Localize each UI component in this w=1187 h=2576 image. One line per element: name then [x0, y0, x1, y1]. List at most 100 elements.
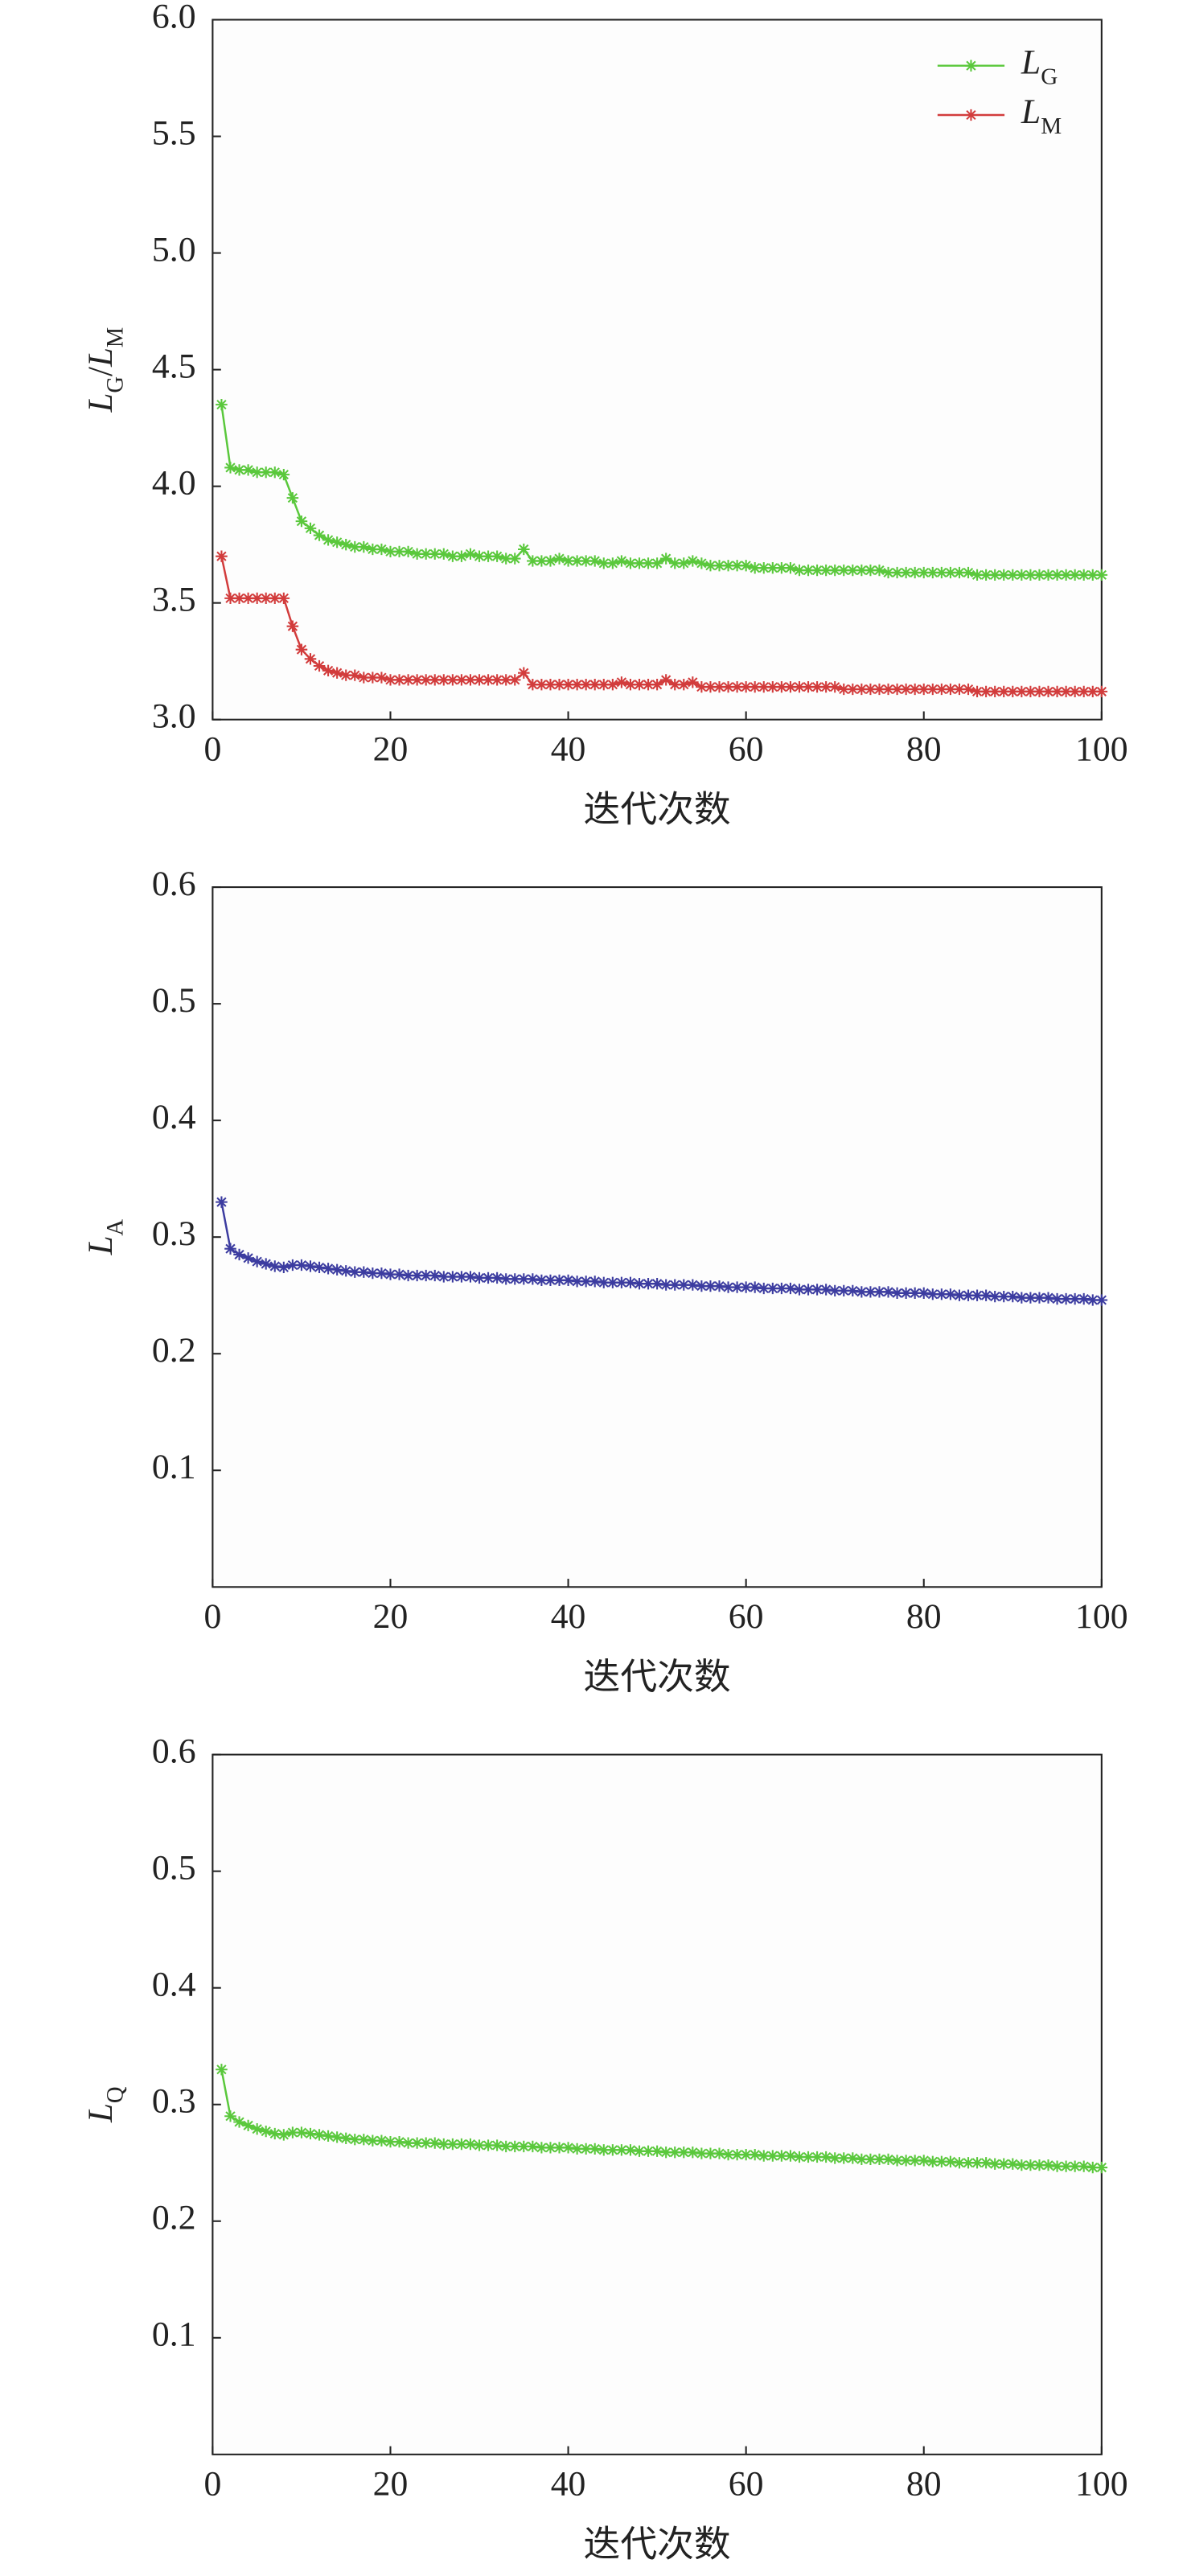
data-point — [1060, 1292, 1072, 1305]
data-point — [962, 2157, 975, 2169]
data-point — [740, 2148, 752, 2161]
data-point — [277, 592, 290, 605]
data-point — [891, 566, 903, 579]
x-tick-label: 40 — [551, 730, 586, 769]
data-point — [775, 2150, 788, 2162]
data-point — [518, 2140, 530, 2153]
data-point — [758, 680, 770, 693]
data-point — [935, 566, 948, 579]
data-point — [909, 683, 921, 696]
data-point — [802, 680, 815, 693]
data-point — [926, 683, 939, 696]
data-point — [1069, 2160, 1081, 2172]
data-point — [873, 564, 885, 577]
data-point — [437, 674, 450, 686]
data-point — [322, 1263, 335, 1275]
data-point — [527, 2140, 539, 2153]
data-point — [339, 2132, 352, 2144]
data-point — [944, 1288, 957, 1300]
data-point — [696, 2147, 708, 2159]
data-point — [651, 679, 663, 691]
data-point — [696, 1280, 708, 1292]
data-point — [473, 2139, 486, 2151]
data-point — [624, 1276, 637, 1288]
data-point — [411, 2137, 423, 2149]
data-point — [882, 1286, 894, 1298]
data-point — [784, 562, 797, 574]
data-point — [589, 1276, 602, 1288]
plot-area — [212, 18, 1103, 721]
data-point — [802, 2151, 815, 2163]
data-point — [393, 2135, 405, 2148]
data-point — [988, 2158, 1001, 2170]
data-point — [971, 1289, 984, 1301]
data-point — [571, 679, 583, 691]
data-point — [499, 553, 512, 565]
data-point — [571, 555, 583, 567]
data-point — [1033, 685, 1045, 698]
data-point — [828, 2152, 841, 2164]
data-point — [642, 557, 655, 569]
data-point — [1078, 2160, 1090, 2172]
y-tick-label: 0.5 — [152, 981, 196, 1020]
data-point — [606, 2144, 619, 2156]
data-point — [837, 564, 850, 577]
data-point — [580, 679, 592, 691]
data-point — [393, 674, 405, 686]
data-point — [411, 1269, 423, 1282]
data-point — [865, 2153, 877, 2166]
data-point — [659, 674, 672, 686]
data-point — [819, 2151, 832, 2163]
data-point — [651, 2145, 663, 2157]
data-point — [758, 562, 770, 574]
data-point — [651, 557, 663, 569]
data-point — [527, 555, 539, 567]
data-point — [464, 1271, 477, 1283]
data-point — [446, 1271, 459, 1283]
data-point — [367, 2134, 379, 2147]
data-point — [909, 1287, 921, 1299]
data-point — [997, 685, 1010, 698]
data-point — [687, 1279, 699, 1291]
x-tick-label: 100 — [1075, 2465, 1128, 2504]
data-point — [953, 566, 966, 579]
data-point — [758, 2150, 770, 2162]
data-point — [713, 680, 725, 693]
data-point — [784, 1282, 797, 1295]
data-point — [393, 545, 405, 558]
data-point — [216, 398, 228, 411]
y-tick-label: 4.0 — [152, 464, 196, 503]
data-point — [988, 1290, 1001, 1303]
data-point — [1060, 2160, 1072, 2172]
data-point — [615, 676, 628, 688]
data-point — [384, 545, 396, 558]
data-point — [491, 674, 503, 686]
data-point — [233, 1248, 245, 1261]
y-tick-label: 5.5 — [152, 114, 196, 153]
data-point — [668, 679, 681, 691]
data-point — [882, 683, 894, 696]
data-point — [882, 566, 894, 579]
data-point — [944, 566, 957, 579]
data-point — [731, 1281, 743, 1293]
data-point — [1086, 685, 1099, 698]
data-point — [784, 2150, 797, 2162]
y-tick-label: 0.4 — [152, 1966, 196, 2004]
data-point — [900, 566, 912, 579]
data-point — [615, 555, 628, 567]
data-point — [553, 679, 565, 691]
data-point — [793, 2151, 806, 2163]
data-point — [615, 2144, 628, 2156]
data-point — [251, 1255, 263, 1267]
data-point — [402, 1269, 414, 1282]
data-point — [473, 674, 486, 686]
data-point — [260, 466, 273, 479]
data-point — [865, 683, 877, 696]
data-point — [624, 2144, 637, 2156]
data-point — [1042, 2159, 1054, 2171]
data-point — [536, 2142, 548, 2154]
data-point — [828, 564, 841, 577]
data-point — [811, 1284, 824, 1296]
data-point — [536, 1274, 548, 1286]
data-point — [696, 557, 708, 569]
